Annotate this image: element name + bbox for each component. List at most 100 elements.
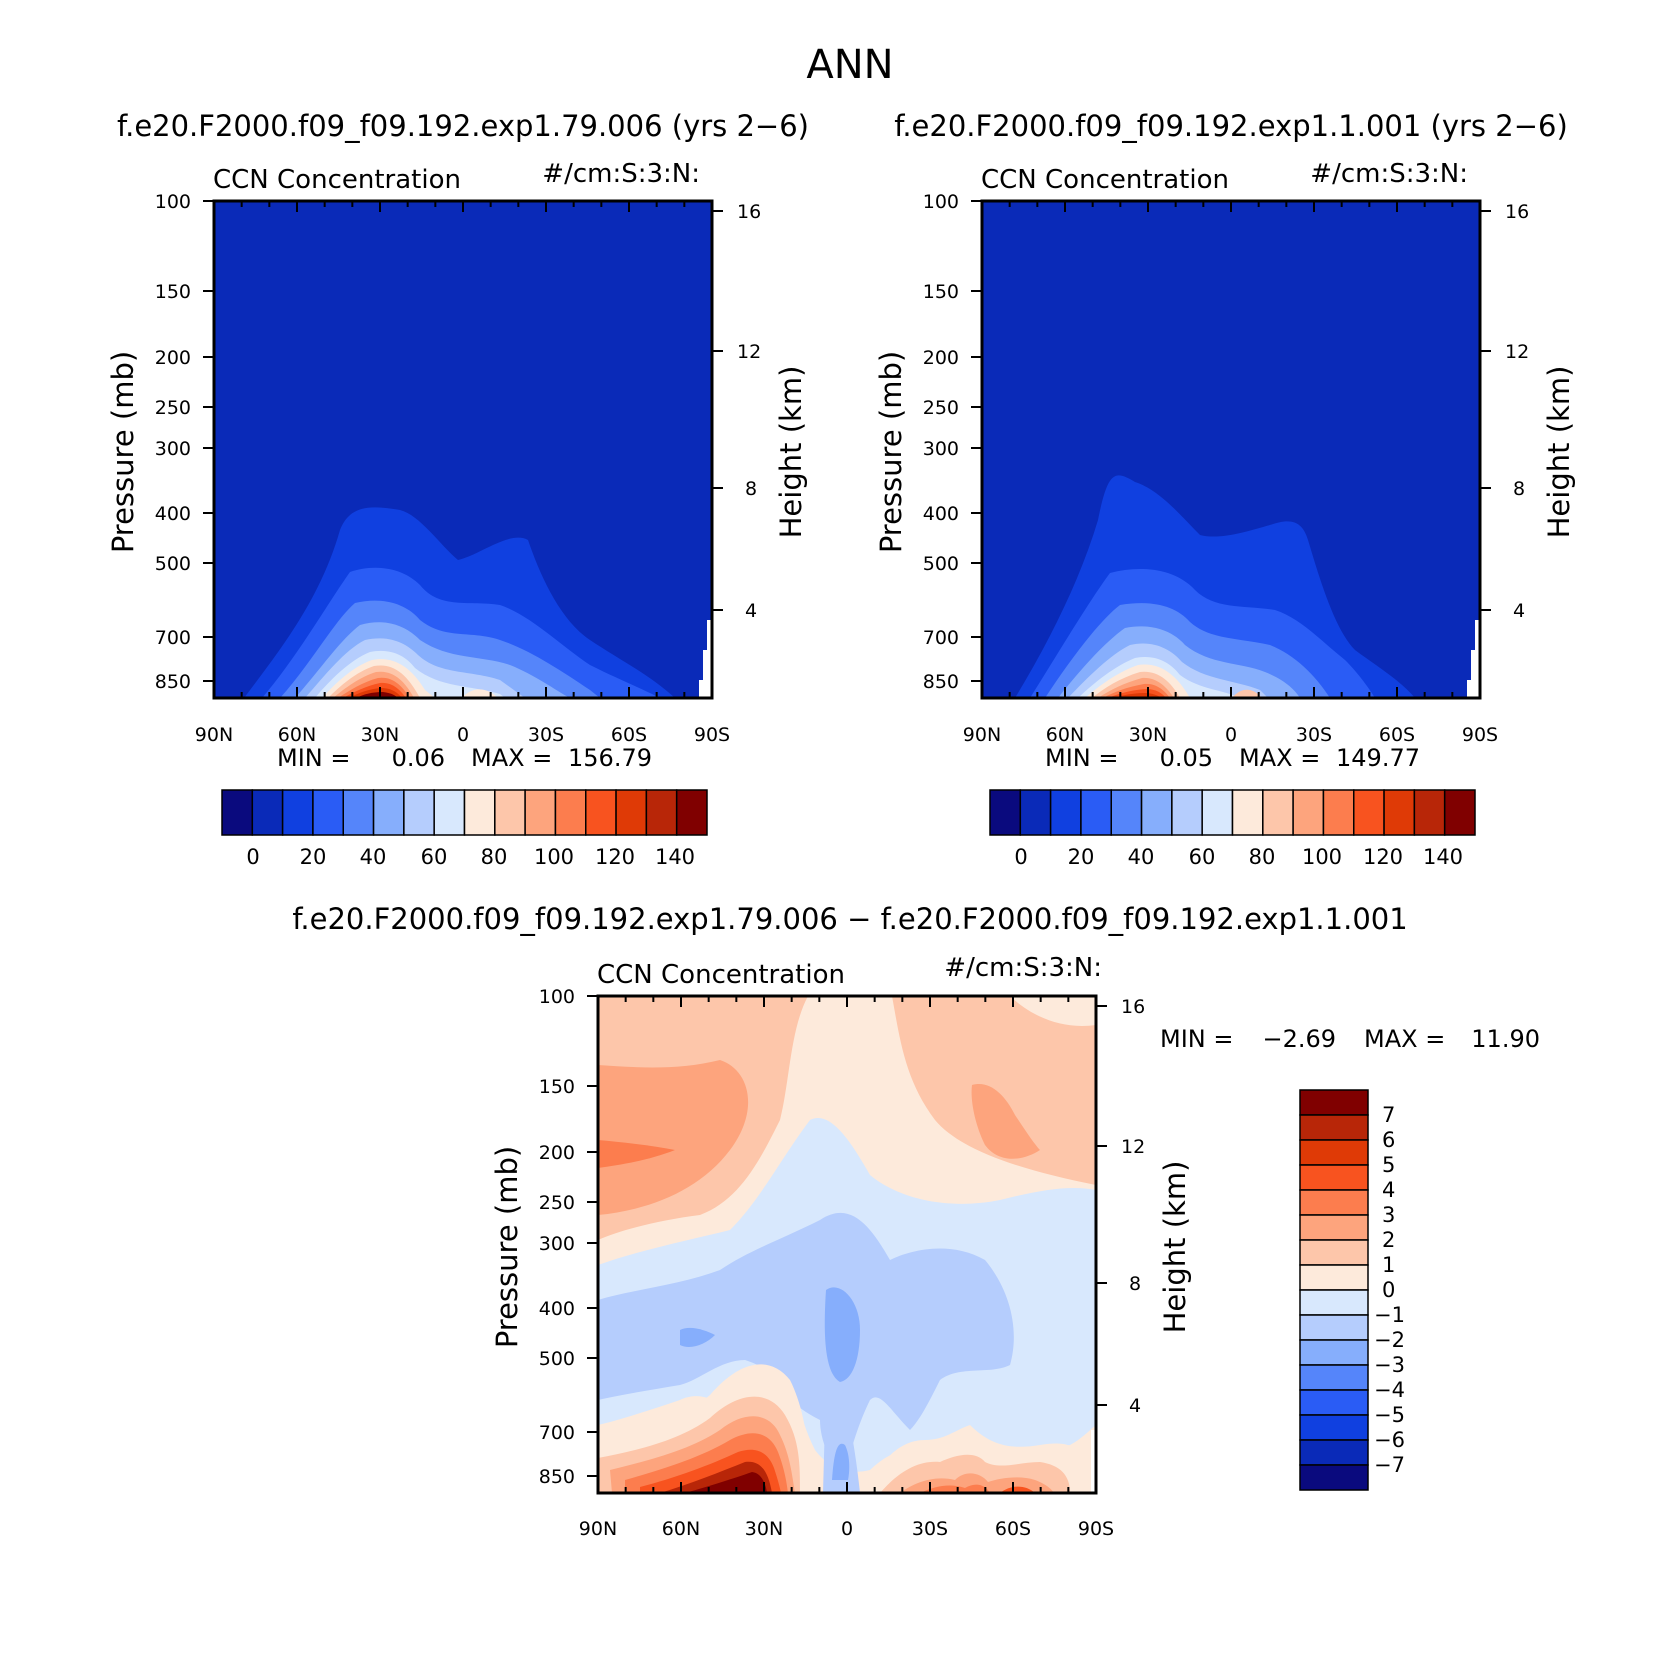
- panel-a-pressure-tick: 100: [155, 191, 191, 213]
- panel-c-ylabel-right: Height (km): [1158, 1161, 1192, 1334]
- panel-a-ylabel-left: Pressure (mb): [106, 351, 140, 553]
- panel-a-colorbar-swatch: [403, 789, 435, 836]
- panel-c-colorbar-label: 4: [1382, 1178, 1395, 1202]
- panel-c-colorbar-swatch: [1299, 1164, 1369, 1191]
- panel-c-mid-neg-1: [598, 1212, 1014, 1475]
- panel-c-colorbar-label: −3: [1374, 1353, 1405, 1377]
- panel-c-colorbar-label: 5: [1382, 1153, 1395, 1177]
- panel-c-units-label: #/cm:S:3:N:: [944, 953, 1102, 983]
- panel-a-colorbar-swatch: [281, 789, 314, 836]
- panel-b-height-tick-labels: 16 12 8 4: [1505, 201, 1529, 622]
- panel-a-colorbar-label: 100: [534, 845, 574, 869]
- panel-b-min-label: MIN =: [1045, 744, 1118, 772]
- panel-b-units-label: #/cm:S:3:N:: [1310, 159, 1468, 189]
- panel-b-axes: [971, 200, 1491, 698]
- panel-a-x-tick-labels: 90N 60N 30N 0 30S 60S 90S: [195, 724, 730, 746]
- panel-a-x-tick: 0: [457, 724, 469, 746]
- panel-c-colorbar-swatch: [1299, 1289, 1369, 1316]
- panel-a-min-value: 0.06: [392, 744, 445, 772]
- panel-a-height-tick: 8: [745, 478, 757, 500]
- panel-a-colorbar-swatch: [675, 789, 708, 836]
- panel-b-colorbar-swatch: [1413, 789, 1446, 836]
- panel-c-colorbar-label: −7: [1374, 1453, 1405, 1477]
- panel-c-case-title: f.e20.F2000.f09_f09.192.exp1.79.006 − f.…: [292, 902, 1407, 936]
- panel-c-colorbar-label: 3: [1382, 1203, 1395, 1227]
- panel-b-x-tick: 60S: [1379, 724, 1415, 746]
- panel-b-colorbar-swatch: [1292, 789, 1325, 836]
- panel-a-height-tick: 4: [745, 600, 757, 622]
- panel-a-colorbar-swatch: [342, 789, 375, 836]
- panel-c-pressure-tick: 400: [539, 1298, 575, 1320]
- panel-b-pressure-tick: 850: [923, 671, 959, 693]
- panel-c-colorbar-label: −6: [1374, 1428, 1405, 1452]
- panel-b-ylabel-right: Height (km): [1542, 366, 1576, 539]
- panel-a-colorbar-swatch: [221, 789, 254, 836]
- panel-a-variable-label: CCN Concentration: [213, 165, 461, 195]
- panel-b-pressure-tick: 700: [923, 627, 959, 649]
- panel-c-height-tick: 16: [1121, 996, 1145, 1018]
- panel-c-colorbar-swatch: [1299, 1139, 1369, 1166]
- panel-a-colorbar-label: 40: [360, 845, 387, 869]
- panel-a-colorbar-swatch: [585, 789, 617, 836]
- panel-b-colorbar-label: 0: [1014, 845, 1027, 869]
- panel-c-colorbar-swatch: [1299, 1414, 1369, 1441]
- panel-c-colorbar-label: −2: [1374, 1328, 1405, 1352]
- panel-c-x-tick: 60S: [995, 1518, 1031, 1540]
- panel-b-colorbar-swatch: [1171, 789, 1203, 836]
- panel-a-colorbar-label: 80: [481, 845, 508, 869]
- panel-b-colorbar-label: 60: [1189, 845, 1216, 869]
- panel-a-colorbar-swatch: [615, 789, 648, 836]
- panel-b: f.e20.F2000.f09_f09.192.exp1.1.001 (yrs …: [874, 109, 1576, 869]
- panel-c-colorbar-swatch: [1299, 1389, 1369, 1416]
- panel-b-colorbar-swatch: [1110, 789, 1143, 836]
- panel-c-height-tick-labels: 16 12 8 4: [1121, 996, 1145, 1417]
- panel-b-colorbar-label: 20: [1068, 845, 1095, 869]
- panel-c-x-tick: 90S: [1078, 1518, 1114, 1540]
- panel-a-ylabel-right: Height (km): [774, 366, 808, 539]
- panel-c-max-value: 11.90: [1471, 1025, 1540, 1053]
- panel-c-upper-right-corner: [1010, 996, 1096, 1026]
- panel-a-max-label: MAX =: [471, 744, 552, 772]
- panel-b-colorbar-swatch: [989, 789, 1022, 836]
- panel-b-height-tick: 4: [1513, 600, 1525, 622]
- panel-a-pressure-tick: 200: [155, 347, 191, 369]
- panel-a-height-tick-labels: 16 12 8 4: [737, 201, 761, 622]
- panel-b-colorbar-swatch: [1080, 789, 1112, 836]
- panel-a-pressure-tick: 250: [155, 397, 191, 419]
- panel-c-lower-eq-neg-2: [832, 1443, 850, 1480]
- panel-c-min-value: −2.69: [1262, 1025, 1336, 1053]
- panel-a-colorbar-swatch: [251, 789, 284, 836]
- figure-title: ANN: [806, 42, 893, 88]
- panel-a-colorbar: [221, 789, 708, 836]
- panel-b-colorbar-swatch: [1019, 789, 1052, 836]
- panel-a-pressure-tick: 500: [155, 553, 191, 575]
- panel-b-x-tick: 0: [1225, 724, 1237, 746]
- panel-b-height-tick: 8: [1513, 478, 1525, 500]
- panel-a-colorbar-label: 120: [595, 845, 635, 869]
- panel-c-colorbar-swatch: [1299, 1114, 1369, 1141]
- panel-b-x-tick-labels: 90N 60N 30N 0 30S 60S 90S: [963, 724, 1498, 746]
- panel-c-colorbar-swatch: [1299, 1264, 1369, 1291]
- panel-b-x-tick: 60N: [1046, 724, 1084, 746]
- panel-a-x-tick: 90N: [195, 724, 233, 746]
- panel-c-pressure-tick: 200: [539, 1142, 575, 1164]
- panel-a-colorbar-swatch: [645, 789, 678, 836]
- panel-b-colorbar-swatch: [1383, 789, 1416, 836]
- panel-c-height-tick: 4: [1129, 1395, 1141, 1417]
- panel-a-pressure-tick: 150: [155, 281, 191, 303]
- panel-b-colorbar-swatch: [1049, 789, 1082, 836]
- panel-a-x-tick: 90S: [694, 724, 730, 746]
- panel-c-min-label: MIN =: [1160, 1025, 1233, 1053]
- panel-b-contour-field: [982, 201, 1480, 698]
- panel-b-colorbar-swatch: [1262, 789, 1294, 836]
- panel-a-height-tick: 16: [737, 201, 761, 223]
- panel-c-y-tick-labels: 100 150 200 250 300 400 500 700 850: [539, 986, 575, 1488]
- panel-c-mid-neg-2a: [824, 1287, 860, 1382]
- panel-a-colorbar-label: 0: [246, 845, 259, 869]
- panel-b-ylabel-left: Pressure (mb): [874, 351, 908, 553]
- panel-c-colorbar-label: 0: [1382, 1278, 1395, 1302]
- panel-c-mid-neg-2b: [680, 1327, 715, 1347]
- panel-b-colorbar-swatch: [1231, 789, 1264, 836]
- panel-a-x-tick: 30S: [528, 724, 564, 746]
- panel-c-ylabel-left: Pressure (mb): [490, 1146, 524, 1348]
